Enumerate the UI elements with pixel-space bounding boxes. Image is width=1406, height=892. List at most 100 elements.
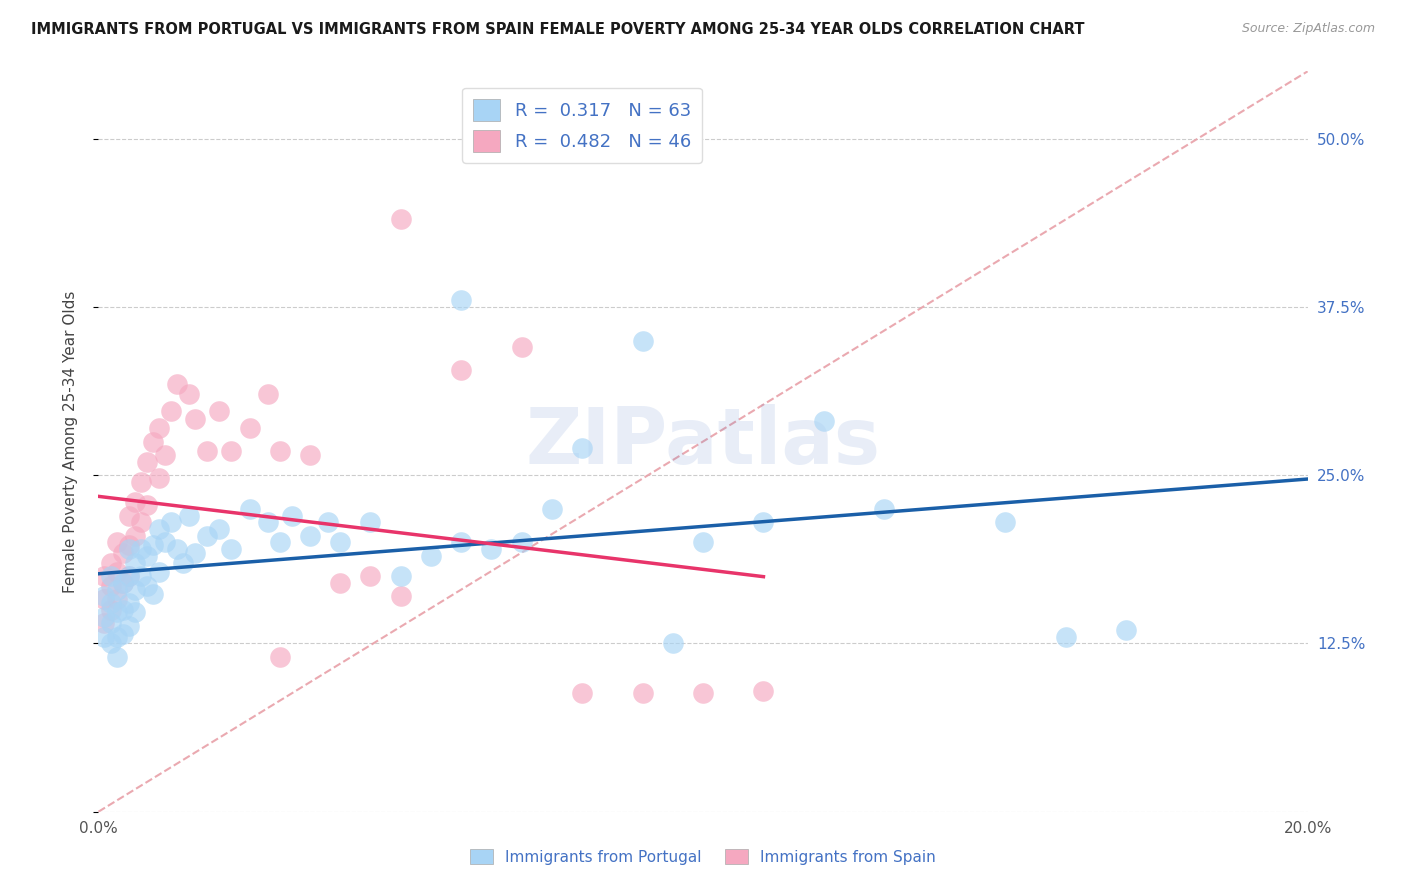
Point xyxy=(118,596,141,610)
Point xyxy=(111,546,134,560)
Point xyxy=(1115,623,1137,637)
Point xyxy=(221,542,243,557)
Point xyxy=(281,508,304,523)
Point xyxy=(148,522,170,536)
Point xyxy=(93,592,115,607)
Point xyxy=(752,683,775,698)
Point xyxy=(195,444,218,458)
Point xyxy=(239,421,262,435)
Point xyxy=(100,578,122,592)
Point xyxy=(100,569,122,583)
Text: IMMIGRANTS FROM PORTUGAL VS IMMIGRANTS FROM SPAIN FEMALE POVERTY AMONG 25-34 YEA: IMMIGRANTS FROM PORTUGAL VS IMMIGRANTS F… xyxy=(31,22,1084,37)
Point xyxy=(450,363,472,377)
Point xyxy=(481,542,503,557)
Point xyxy=(93,569,115,583)
Point xyxy=(179,387,201,401)
Point xyxy=(111,575,134,590)
Point xyxy=(100,596,122,610)
Point xyxy=(124,582,146,597)
Point xyxy=(299,529,322,543)
Point xyxy=(105,649,128,664)
Point xyxy=(184,411,207,425)
Point xyxy=(93,616,115,631)
Point xyxy=(813,414,835,428)
Point xyxy=(100,556,122,570)
Point xyxy=(129,475,152,489)
Point xyxy=(153,535,176,549)
Point xyxy=(221,444,243,458)
Point xyxy=(631,334,654,348)
Point xyxy=(105,592,128,607)
Point xyxy=(420,549,443,563)
Point xyxy=(142,434,165,449)
Point xyxy=(692,686,714,700)
Point xyxy=(100,616,122,631)
Point xyxy=(124,529,146,543)
Point xyxy=(100,636,122,650)
Point xyxy=(166,542,188,557)
Point xyxy=(195,529,218,543)
Point xyxy=(179,508,201,523)
Text: Source: ZipAtlas.com: Source: ZipAtlas.com xyxy=(1241,22,1375,36)
Point xyxy=(450,535,472,549)
Point xyxy=(111,627,134,641)
Point xyxy=(873,501,896,516)
Point xyxy=(129,542,152,557)
Point xyxy=(360,569,382,583)
Point xyxy=(135,549,157,563)
Point xyxy=(135,498,157,512)
Point xyxy=(510,340,533,354)
Point xyxy=(160,403,183,417)
Point xyxy=(142,587,165,601)
Point xyxy=(360,516,382,530)
Point xyxy=(631,686,654,700)
Point xyxy=(661,636,683,650)
Point xyxy=(105,535,128,549)
Point xyxy=(239,501,262,516)
Point xyxy=(269,649,291,664)
Point xyxy=(124,495,146,509)
Point xyxy=(256,387,278,401)
Point xyxy=(389,212,412,227)
Point xyxy=(129,516,152,530)
Point xyxy=(269,535,291,549)
Point xyxy=(540,501,562,516)
Point xyxy=(148,471,170,485)
Point xyxy=(124,606,146,620)
Point xyxy=(105,630,128,644)
Legend: Immigrants from Portugal, Immigrants from Spain: Immigrants from Portugal, Immigrants fro… xyxy=(464,843,942,871)
Point xyxy=(111,603,134,617)
Point xyxy=(153,448,176,462)
Point xyxy=(135,578,157,592)
Point xyxy=(129,569,152,583)
Point xyxy=(571,686,593,700)
Point xyxy=(184,546,207,560)
Point xyxy=(118,619,141,633)
Point xyxy=(1054,630,1077,644)
Point xyxy=(510,535,533,549)
Point xyxy=(166,376,188,391)
Point xyxy=(118,508,141,523)
Point xyxy=(105,565,128,579)
Point xyxy=(208,522,231,536)
Point xyxy=(135,455,157,469)
Point xyxy=(269,444,291,458)
Y-axis label: Female Poverty Among 25-34 Year Olds: Female Poverty Among 25-34 Year Olds xyxy=(63,291,77,592)
Point xyxy=(450,293,472,308)
Point xyxy=(752,516,775,530)
Point xyxy=(111,575,134,590)
Point xyxy=(118,538,141,552)
Point xyxy=(100,603,122,617)
Point xyxy=(105,582,128,597)
Point xyxy=(160,516,183,530)
Point xyxy=(299,448,322,462)
Point xyxy=(142,538,165,552)
Point xyxy=(93,590,115,604)
Point xyxy=(329,575,352,590)
Point xyxy=(172,556,194,570)
Point xyxy=(389,569,412,583)
Point xyxy=(105,606,128,620)
Point xyxy=(93,630,115,644)
Point xyxy=(256,516,278,530)
Point xyxy=(93,609,115,624)
